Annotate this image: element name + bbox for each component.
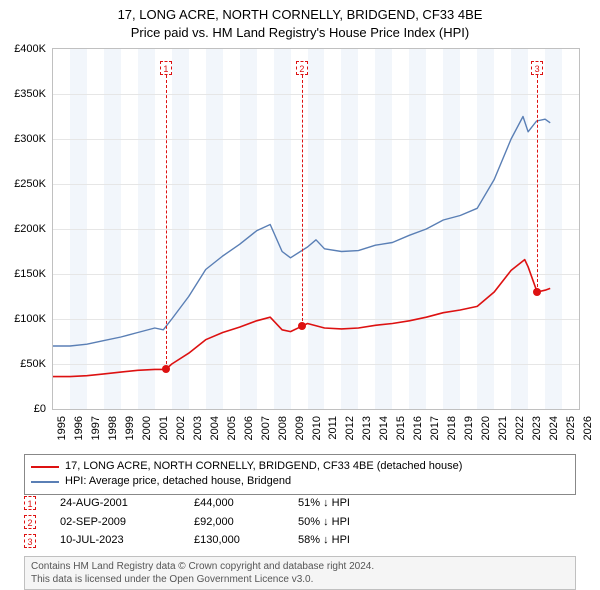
x-tick-label: 2018 bbox=[446, 416, 458, 440]
event-row: 2 02-SEP-2009 £92,000 50% ↓ HPI bbox=[24, 513, 576, 532]
x-tick-label: 2012 bbox=[344, 416, 356, 440]
event-dot bbox=[533, 288, 541, 296]
x-tick-label: 2010 bbox=[311, 416, 323, 440]
footer-line1: Contains HM Land Registry data © Crown c… bbox=[31, 560, 569, 573]
x-tick-label: 1997 bbox=[90, 416, 102, 440]
x-tick-label: 1999 bbox=[124, 416, 136, 440]
y-tick-label: £400K bbox=[14, 43, 46, 55]
y-tick-label: £300K bbox=[14, 133, 46, 145]
event-date: 10-JUL-2023 bbox=[60, 531, 170, 550]
x-tick-label: 2023 bbox=[531, 416, 543, 440]
x-tick-label: 2022 bbox=[514, 416, 526, 440]
x-tick-label: 2005 bbox=[226, 416, 238, 440]
y-tick-label: £0 bbox=[34, 403, 46, 415]
x-tick-label: 2011 bbox=[327, 416, 339, 440]
event-delta: 51% ↓ HPI bbox=[298, 494, 350, 513]
x-tick-label: 2004 bbox=[209, 416, 221, 440]
event-price: £130,000 bbox=[194, 531, 274, 550]
event-date: 24-AUG-2001 bbox=[60, 494, 170, 513]
event-delta: 58% ↓ HPI bbox=[298, 531, 350, 550]
x-tick-label: 2001 bbox=[158, 416, 170, 440]
legend-row: 17, LONG ACRE, NORTH CORNELLY, BRIDGEND,… bbox=[31, 459, 569, 474]
x-tick-label: 2021 bbox=[497, 416, 509, 440]
x-tick-label: 2019 bbox=[463, 416, 475, 440]
events-table: 1 24-AUG-2001 £44,000 51% ↓ HPI 2 02-SEP-2009… bbox=[24, 494, 576, 550]
x-axis: 1995 1996 1997 1998 1999 2000 2001 2002 2003 2004… bbox=[52, 412, 580, 454]
legend-row: HPI: Average price, detached house, Brid… bbox=[31, 474, 569, 489]
x-tick-label: 2025 bbox=[565, 416, 577, 440]
event-dash-line bbox=[302, 75, 303, 326]
y-tick-label: £150K bbox=[14, 268, 46, 280]
y-tick-label: £50K bbox=[20, 358, 46, 370]
legend-label: 17, LONG ACRE, NORTH CORNELLY, BRIDGEND,… bbox=[65, 459, 462, 474]
event-marker-box: 2 bbox=[296, 61, 308, 75]
x-tick-label: 2017 bbox=[429, 416, 441, 440]
event-delta: 50% ↓ HPI bbox=[298, 513, 350, 532]
event-marker-box: 3 bbox=[531, 61, 543, 75]
event-dot bbox=[298, 322, 306, 330]
y-tick-label: £200K bbox=[14, 223, 46, 235]
chart-container: 17, LONG ACRE, NORTH CORNELLY, BRIDGEND,… bbox=[0, 0, 600, 590]
x-tick-label: 2002 bbox=[175, 416, 187, 440]
event-row: 1 24-AUG-2001 £44,000 51% ↓ HPI bbox=[24, 494, 576, 513]
legend-swatch bbox=[31, 466, 59, 468]
event-marker-box: 1 bbox=[160, 61, 172, 75]
event-dash-line bbox=[166, 75, 167, 369]
title-line1: 17, LONG ACRE, NORTH CORNELLY, BRIDGEND,… bbox=[0, 6, 600, 24]
event-row: 3 10-JUL-2023 £130,000 58% ↓ HPI bbox=[24, 531, 576, 550]
x-tick-label: 2007 bbox=[260, 416, 272, 440]
legend-swatch bbox=[31, 481, 59, 483]
x-tick-label: 2014 bbox=[378, 416, 390, 440]
event-row-marker: 1 bbox=[24, 496, 36, 510]
event-dot bbox=[162, 365, 170, 373]
event-date: 02-SEP-2009 bbox=[60, 513, 170, 532]
x-tick-label: 2006 bbox=[243, 416, 255, 440]
event-dash-line bbox=[537, 75, 538, 292]
event-price: £44,000 bbox=[194, 494, 274, 513]
x-tick-label: 2016 bbox=[412, 416, 424, 440]
x-tick-label: 2000 bbox=[141, 416, 153, 440]
x-tick-label: 2015 bbox=[395, 416, 407, 440]
footer: Contains HM Land Registry data © Crown c… bbox=[24, 556, 576, 590]
event-row-marker: 2 bbox=[24, 515, 36, 529]
title-line2: Price paid vs. HM Land Registry's House … bbox=[0, 24, 600, 42]
x-tick-label: 1995 bbox=[56, 416, 68, 440]
x-tick-label: 2024 bbox=[548, 416, 560, 440]
legend-label: HPI: Average price, detached house, Brid… bbox=[65, 474, 291, 489]
y-tick-label: £250K bbox=[14, 178, 46, 190]
title-block: 17, LONG ACRE, NORTH CORNELLY, BRIDGEND,… bbox=[0, 0, 600, 41]
y-tick-label: £350K bbox=[14, 88, 46, 100]
y-axis: £0£50K£100K£150K£200K£250K£300K£350K£400… bbox=[0, 48, 50, 410]
footer-line2: This data is licensed under the Open Gov… bbox=[31, 573, 569, 586]
x-tick-label: 2020 bbox=[480, 416, 492, 440]
legend: 17, LONG ACRE, NORTH CORNELLY, BRIDGEND,… bbox=[24, 454, 576, 495]
x-tick-label: 2003 bbox=[192, 416, 204, 440]
x-tick-label: 2013 bbox=[361, 416, 373, 440]
x-tick-label: 2026 bbox=[582, 416, 594, 440]
plot-area: 1 2 3 bbox=[52, 48, 580, 410]
x-tick-label: 1998 bbox=[107, 416, 119, 440]
x-tick-label: 2008 bbox=[277, 416, 289, 440]
chart-svg bbox=[53, 49, 579, 409]
y-tick-label: £100K bbox=[14, 313, 46, 325]
event-price: £92,000 bbox=[194, 513, 274, 532]
event-row-marker: 3 bbox=[24, 534, 36, 548]
x-tick-label: 1996 bbox=[73, 416, 85, 440]
x-tick-label: 2009 bbox=[294, 416, 306, 440]
